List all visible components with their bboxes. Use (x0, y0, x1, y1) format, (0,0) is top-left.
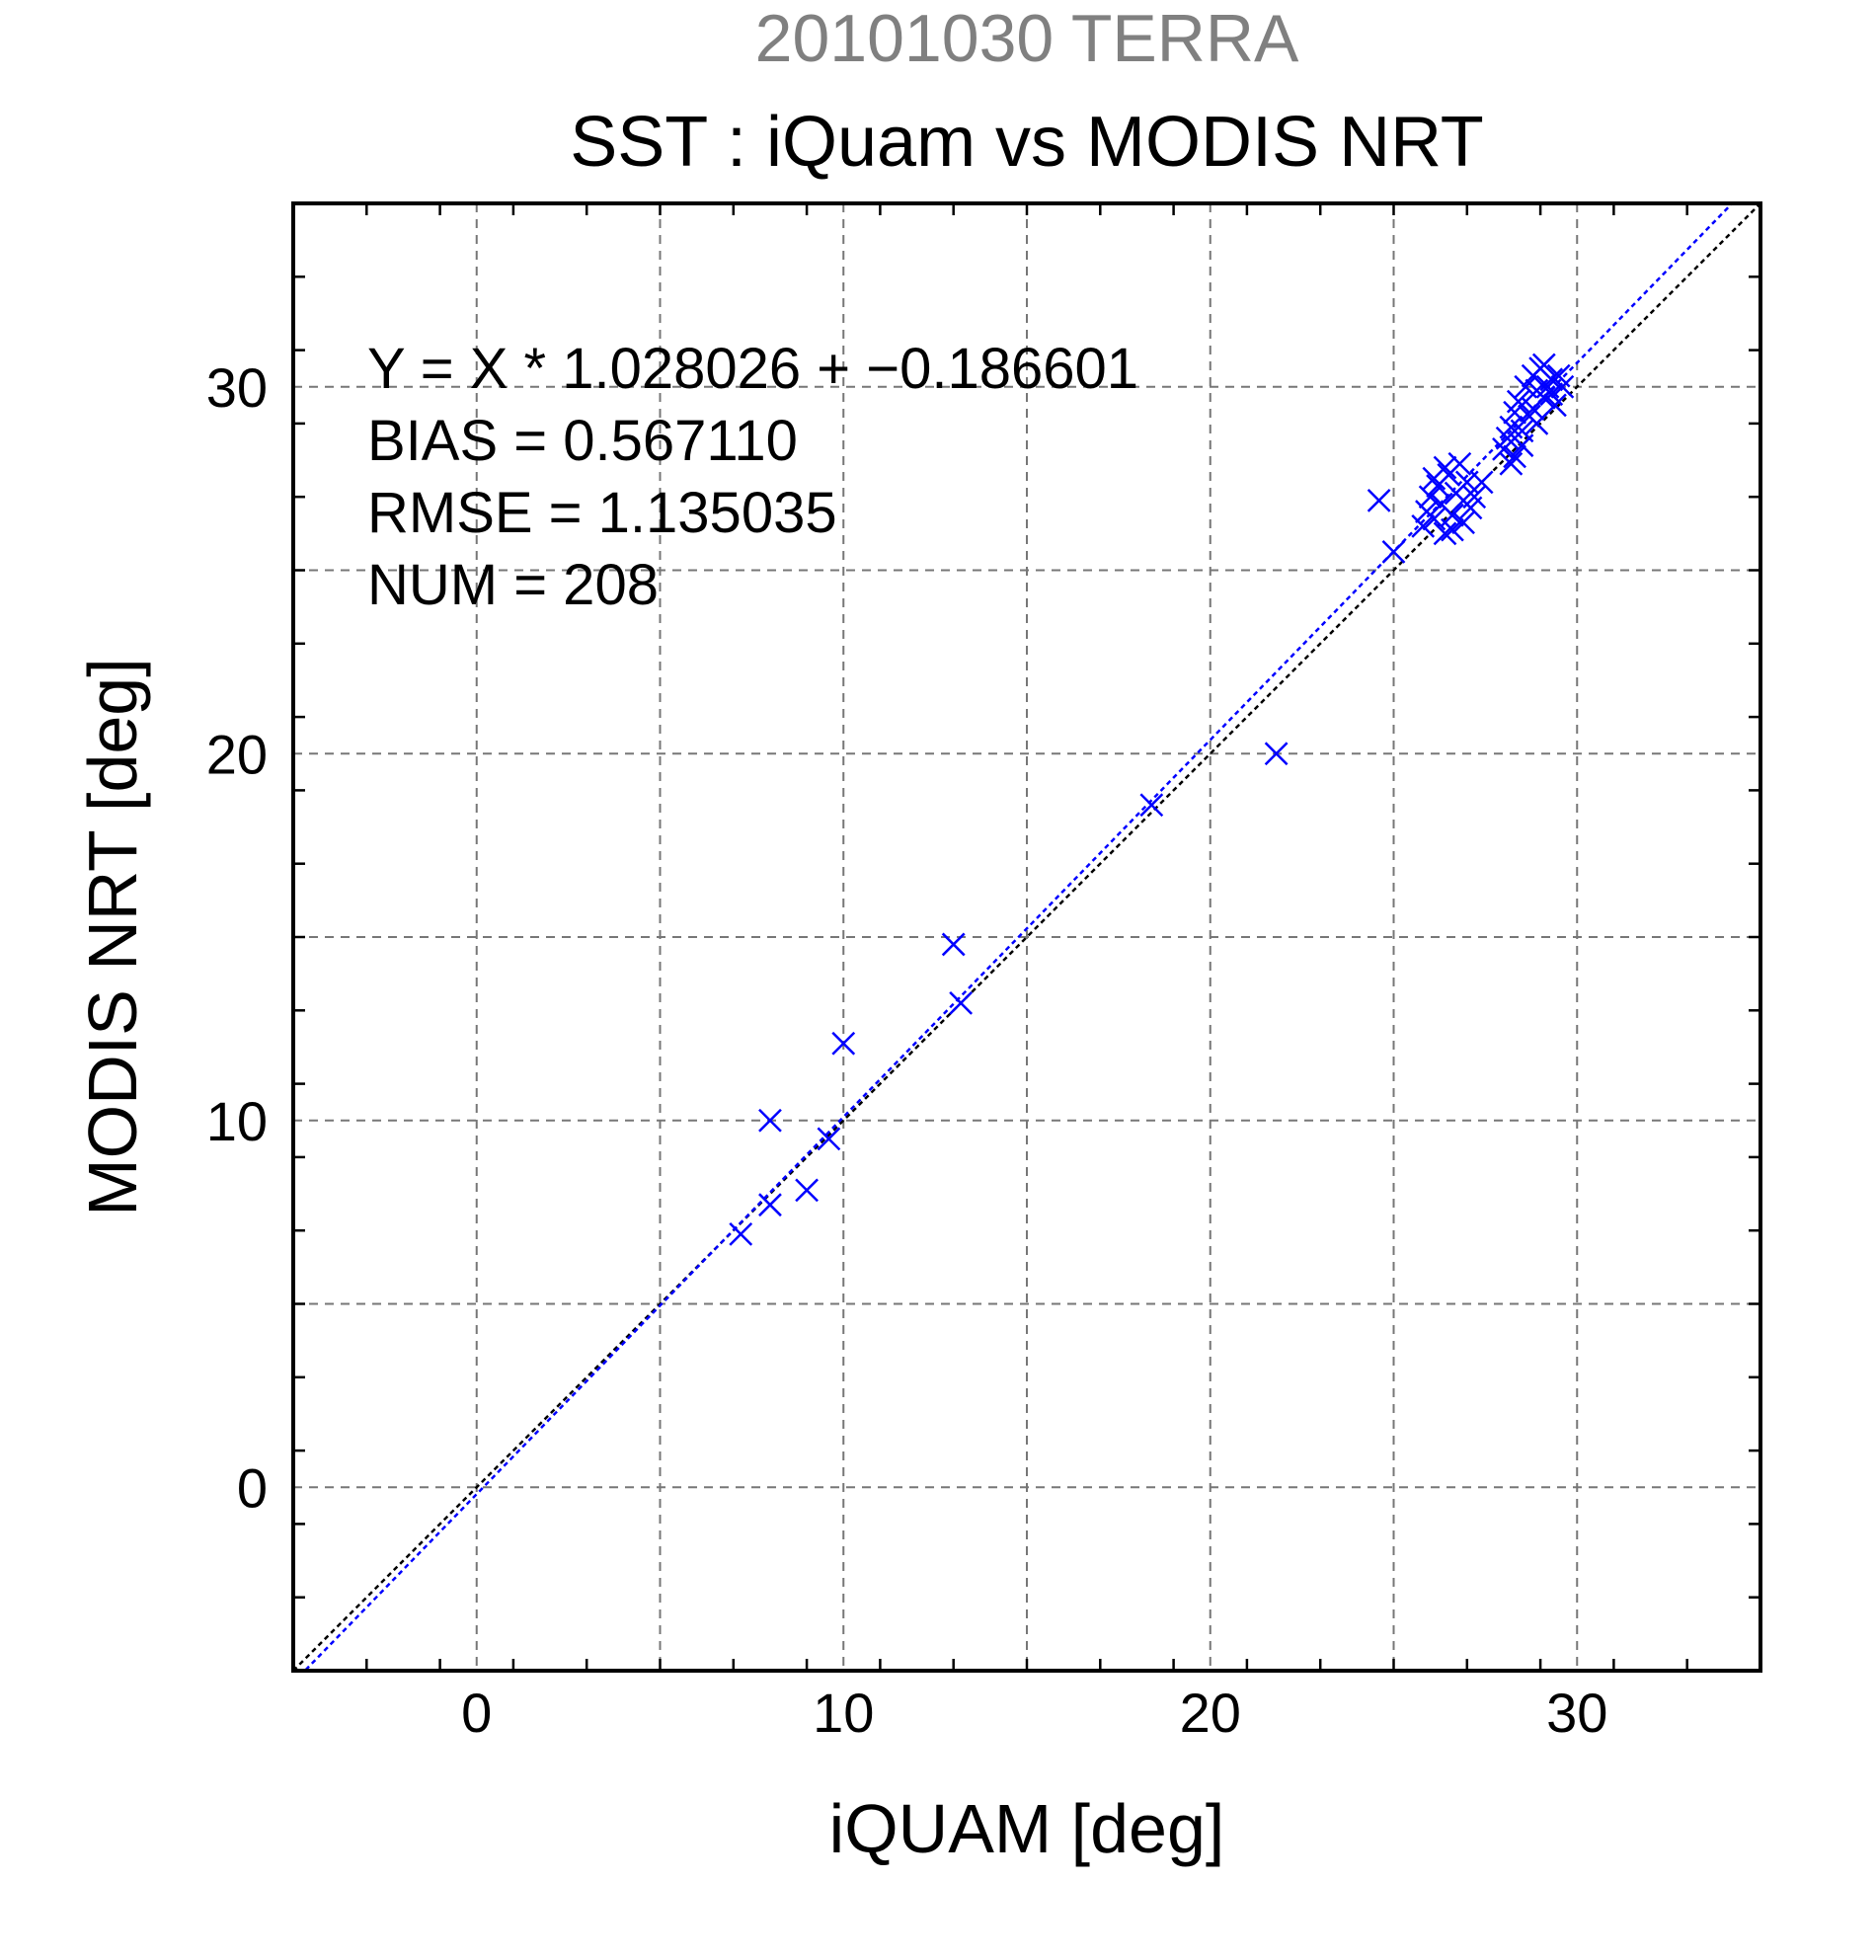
y-axis-label: MODIS NRT [deg] (74, 658, 151, 1215)
data-point (1503, 444, 1526, 469)
data-point (1264, 742, 1289, 766)
data-point (795, 1178, 819, 1203)
chart-title: SST : iQuam vs MODIS NRT (570, 103, 1484, 182)
data-point (1531, 353, 1556, 377)
data-point (1418, 485, 1443, 510)
data-point (941, 932, 966, 957)
data-point (1433, 455, 1457, 480)
data-point (1499, 451, 1524, 476)
x-tick-label: 10 (813, 1682, 874, 1744)
data-point (1411, 514, 1436, 538)
data-point (817, 1127, 841, 1151)
stats-line: RMSE = 1.135035 (367, 481, 837, 545)
data-point (1451, 510, 1475, 535)
data-point (1539, 382, 1564, 407)
x-axis-label: iQUAM [deg] (829, 1790, 1225, 1867)
x-tick-label: 30 (1546, 1682, 1607, 1744)
grid (293, 203, 1760, 1671)
y-tick-label: 30 (206, 356, 268, 419)
stats-annotation: Y = X * 1.028026 + −0.186601 BIAS = 0.567… (367, 337, 1138, 617)
data-point (1550, 374, 1575, 399)
y-tick-label: 0 (237, 1456, 268, 1519)
y-tick-label: 20 (206, 723, 268, 785)
stats-line: NUM = 208 (367, 553, 659, 617)
data-point (1139, 793, 1164, 818)
stats-line: Y = X * 1.028026 + −0.186601 (367, 337, 1138, 401)
data-point (949, 990, 974, 1015)
y-tick-label: 10 (206, 1090, 268, 1152)
data-point (758, 1108, 782, 1133)
data-point (1506, 389, 1530, 414)
stats-line: BIAS = 0.567110 (367, 409, 798, 473)
data-point (758, 1193, 782, 1217)
data-point (1422, 507, 1446, 531)
data-point (1524, 412, 1549, 435)
chart-supertitle: 20101030 TERRA (755, 1, 1299, 76)
axis-ticks: 0 10 20 30 0 10 20 30 (206, 201, 1762, 1744)
x-tick-label: 20 (1180, 1682, 1241, 1744)
data-point (1447, 451, 1472, 476)
data-point (1381, 540, 1406, 564)
data-point (1433, 521, 1457, 546)
data-point (729, 1222, 753, 1246)
data-point (1510, 433, 1534, 458)
data-point (1451, 489, 1475, 512)
data-point (1367, 489, 1391, 512)
data-point (831, 1031, 856, 1056)
x-tick-label: 0 (461, 1682, 492, 1744)
data-point (1469, 470, 1494, 495)
data-points (729, 353, 1575, 1246)
data-point (1441, 517, 1464, 542)
